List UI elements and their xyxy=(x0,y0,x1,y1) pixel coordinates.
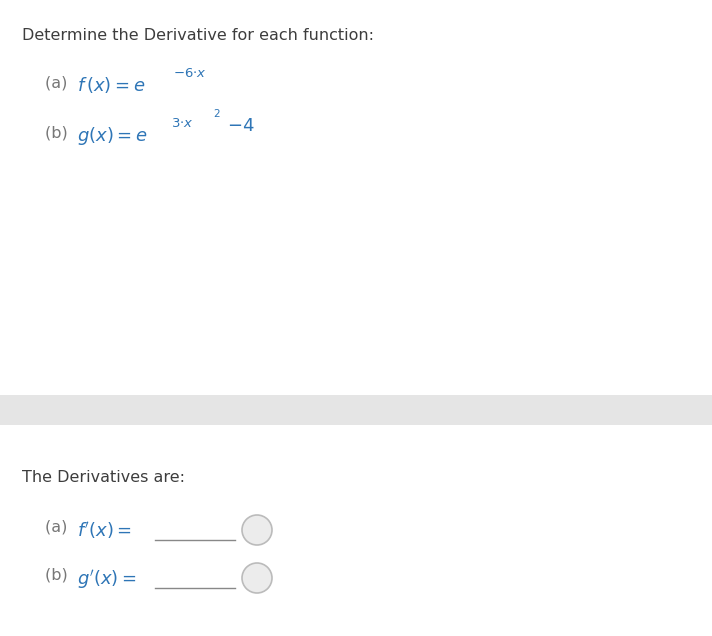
Text: $\mathit{g}'(\mathit{x}) =$: $\mathit{g}'(\mathit{x}) =$ xyxy=(77,568,137,591)
Text: $\mathit{f}'(\mathit{x}) =$: $\mathit{f}'(\mathit{x}) =$ xyxy=(77,520,132,541)
Circle shape xyxy=(242,515,272,545)
Text: $3{\cdot}\mathit{x}$: $3{\cdot}\mathit{x}$ xyxy=(171,117,194,130)
Circle shape xyxy=(242,563,272,593)
Text: (b): (b) xyxy=(45,125,73,140)
Text: Determine the Derivative for each function:: Determine the Derivative for each functi… xyxy=(22,28,374,43)
Text: $-6{\cdot}\mathit{x}$: $-6{\cdot}\mathit{x}$ xyxy=(173,67,206,80)
Bar xyxy=(0,395,712,425)
Text: (a): (a) xyxy=(45,75,73,90)
Text: +: + xyxy=(250,569,264,587)
Text: $-4$: $-4$ xyxy=(227,117,254,135)
Text: (a): (a) xyxy=(45,520,73,535)
Text: (b): (b) xyxy=(45,568,73,583)
Text: +: + xyxy=(250,521,264,539)
Text: $2$: $2$ xyxy=(213,107,221,119)
Text: The Derivatives are:: The Derivatives are: xyxy=(22,470,185,485)
Text: $\mathit{g}(\mathit{x}) = e$: $\mathit{g}(\mathit{x}) = e$ xyxy=(77,125,147,147)
Text: $\mathit{f}\,(\mathit{x}) = e$: $\mathit{f}\,(\mathit{x}) = e$ xyxy=(77,75,145,95)
